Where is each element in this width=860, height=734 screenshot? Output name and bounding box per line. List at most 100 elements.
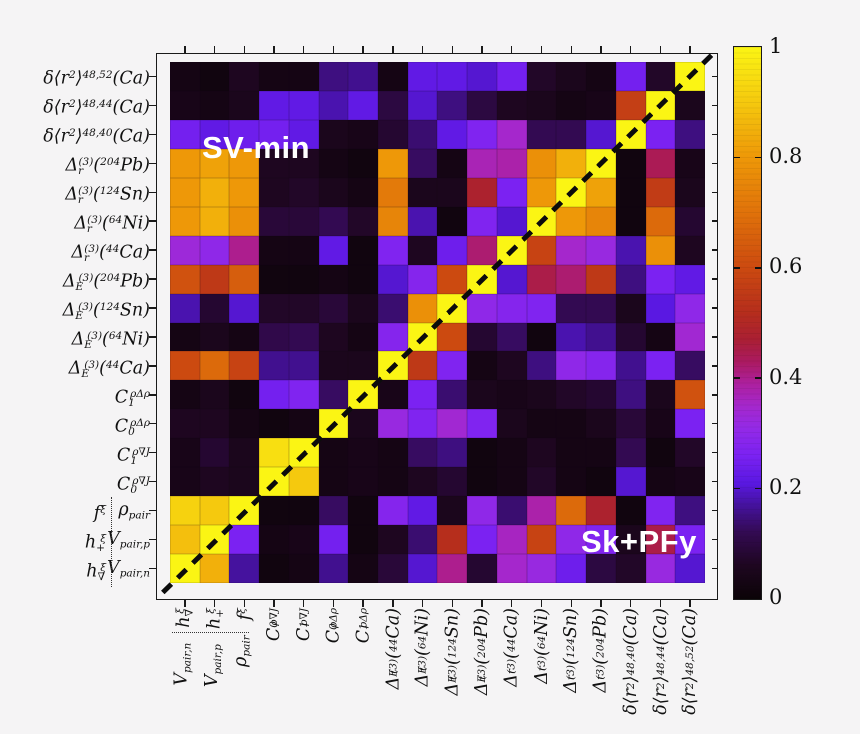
heatmap-cell [556,62,587,91]
heatmap-cell [348,496,379,526]
colorbar-tick-label: 1 [769,34,783,58]
heatmap-cell [348,62,379,91]
heatmap-cell [407,554,438,583]
heatmap-cell [170,496,200,526]
heatmap-cell [526,554,557,583]
heatmap-cell [556,264,587,294]
axis-tick [149,104,156,107]
heatmap-cell [615,438,646,468]
heatmap-cell [259,380,289,410]
y-axis-label: C1ρ∇J [116,445,150,467]
heatmap-cell [199,380,230,410]
colorbar-tick-label: 0 [769,585,783,609]
heatmap-cell [170,90,200,120]
heatmap-cell [318,496,349,526]
heatmap-cell [288,554,319,583]
heatmap-cell [615,90,646,120]
heatmap-cell [437,235,468,265]
heatmap-cell [675,322,705,352]
heatmap-cell [496,177,527,207]
heatmap-cell [586,380,616,410]
heatmap-cell [467,409,497,439]
heatmap-cell [556,438,587,468]
heatmap-cell [615,322,646,352]
axis-tick [711,162,718,164]
heatmap-cell [645,119,676,149]
axis-tick [711,567,718,570]
heatmap-cell [556,206,587,236]
axis-tick [149,278,156,280]
heatmap-cell [259,206,289,236]
heatmap-cell [229,525,260,555]
heatmap-cell [526,235,557,265]
heatmap-cell [318,554,349,583]
heatmap-cell [259,496,289,526]
heatmap-cell [615,177,646,207]
y-axis-label: ΔE(3)(44Ca) [68,358,150,380]
heatmap-cell [645,206,676,236]
heatmap-cell [467,467,497,497]
heatmap-cell [556,409,587,439]
x-axis-label: ρpair fξ [231,608,256,667]
axis-tick [540,600,543,607]
heatmap-cell [526,62,557,91]
heatmap-cell [467,525,497,555]
heatmap-cell [318,380,349,410]
heatmap-cell [348,90,379,120]
heatmap-cell [496,119,527,149]
heatmap-cell [615,264,646,294]
heatmap-cell [526,148,557,178]
axis-tick [600,600,602,607]
heatmap-cell [229,351,260,381]
heatmap-cell [526,322,557,352]
heatmap-cell [526,409,557,439]
heatmap-cell [288,409,319,439]
heatmap-cell [467,351,497,381]
heatmap-cell [407,119,438,149]
axis-tick [362,600,364,607]
x-axis-label: Vpair,p h+ξ [201,608,226,688]
heatmap-cell [586,62,616,91]
heatmap-cell [229,554,260,583]
heatmap-cell [615,496,646,526]
heatmap-cell [645,496,676,526]
axis-tick [149,133,156,136]
heatmap-cell [556,90,587,120]
axis-tick [243,600,245,607]
heatmap-cell [645,409,676,439]
colorbar [733,46,762,600]
axis-tick [511,46,513,53]
heatmap-cell [348,525,379,555]
heatmap-cell [586,322,616,352]
heatmap-cell [170,409,200,439]
y-axis-label: Δr(3)(64Ni) [74,213,150,236]
heatmap-cell [586,177,616,207]
heatmap-cell [556,351,587,381]
heatmap-cell [437,62,468,91]
heatmap-cell [348,554,379,583]
heatmap-cell [199,554,230,583]
heatmap-cell [615,409,646,439]
heatmap-cell [288,293,319,323]
heatmap-cell [615,525,646,555]
heatmap-cell [467,206,497,236]
heatmap-cell [437,496,468,526]
heatmap-cell [259,148,289,178]
heatmap-cell [645,554,676,583]
heatmap-cell [467,496,497,526]
y-axis-label: Δr(3)(204Pb) [65,155,150,178]
x-axis-label: Δ E (3)(204 Pb) [472,608,493,696]
colorbar-tick [754,156,761,159]
heatmap-cell [615,235,646,265]
colorbar-gradient [734,47,761,599]
heatmap-cell [378,380,408,410]
heatmap-cell [526,467,557,497]
heatmap-cell [378,409,408,439]
heatmap-cell [259,525,289,555]
heatmap-cell [556,525,587,555]
heatmap-cell [318,62,349,91]
axis-tick [149,365,156,367]
heatmap-cell [378,525,408,555]
heatmap-cell [348,322,379,352]
